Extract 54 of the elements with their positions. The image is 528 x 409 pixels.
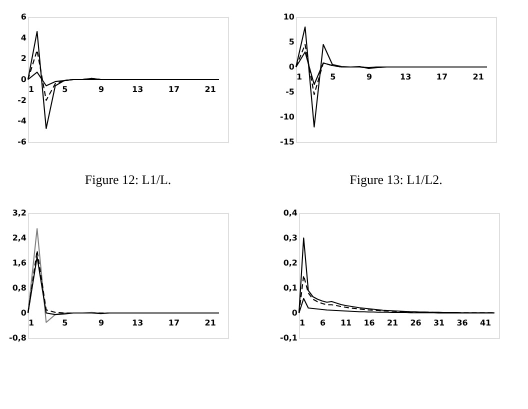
x-tick-label: 11: [340, 318, 352, 328]
y-tick-label: -0,8: [9, 334, 27, 342]
x-tick-label: 6: [320, 318, 326, 328]
text: Figure 12: L1/L.: [84, 172, 172, 187]
y-tick-label: 1,6: [12, 258, 27, 268]
y-tick-label: 2,4: [12, 234, 27, 242]
y-tick-label: 0,2: [283, 258, 298, 268]
x-tick-label: 9: [98, 318, 104, 328]
y-tick-label: 6: [20, 12, 27, 22]
x-tick-label: 16: [364, 318, 376, 328]
y-tick-label: 0: [20, 308, 27, 318]
y-tick-label: -6: [18, 138, 27, 146]
y-tick-label: 3,2: [12, 208, 26, 218]
x-tick-label: 9: [98, 85, 104, 94]
y-tick-label: -15: [280, 138, 295, 146]
x-tick-label: 36: [456, 318, 468, 328]
x-tick-label: 1: [28, 318, 34, 328]
y-tick-label: 10: [283, 12, 295, 22]
y-tick-label: 0,4: [283, 208, 298, 218]
x-tick-label: 31: [433, 318, 446, 328]
y-tick-label: -2: [18, 96, 26, 105]
y-tick-label: -10: [280, 112, 295, 122]
x-tick-label: 17: [436, 72, 448, 82]
x-tick-label: 21: [472, 72, 484, 82]
y-tick-label: -4: [18, 116, 27, 126]
y-tick-label: 4: [20, 33, 27, 42]
x-tick-label: 13: [400, 72, 412, 82]
x-tick-label: 9: [366, 72, 372, 82]
x-tick-label: 26: [410, 318, 422, 328]
x-tick-label: 5: [330, 72, 336, 82]
x-tick-label: 5: [62, 85, 68, 94]
x-tick-label: 13: [132, 85, 144, 94]
text: Figure 13: L1/L2.: [350, 172, 442, 187]
x-tick-label: 5: [62, 318, 68, 328]
x-tick-label: 41: [480, 318, 492, 328]
y-tick-label: 0,1: [283, 284, 298, 292]
x-tick-label: 17: [168, 85, 180, 94]
x-tick-label: 21: [204, 318, 216, 328]
y-tick-label: 2: [20, 54, 26, 64]
y-tick-label: 0: [288, 62, 295, 72]
x-tick-label: 1: [296, 72, 302, 82]
x-tick-label: 21: [204, 85, 216, 94]
y-tick-label: 0: [20, 75, 27, 84]
y-tick-label: -5: [286, 88, 295, 96]
y-tick-label: 0,3: [283, 234, 298, 242]
x-tick-label: 1: [300, 318, 306, 328]
x-tick-label: 21: [386, 318, 399, 328]
y-tick-label: 0,8: [12, 284, 27, 292]
x-tick-label: 17: [168, 318, 180, 328]
x-tick-label: 1: [28, 85, 34, 94]
y-tick-label: 5: [288, 38, 295, 46]
x-tick-label: 13: [132, 318, 144, 328]
y-tick-label: -0,1: [280, 334, 298, 342]
y-tick-label: 0: [292, 308, 298, 318]
